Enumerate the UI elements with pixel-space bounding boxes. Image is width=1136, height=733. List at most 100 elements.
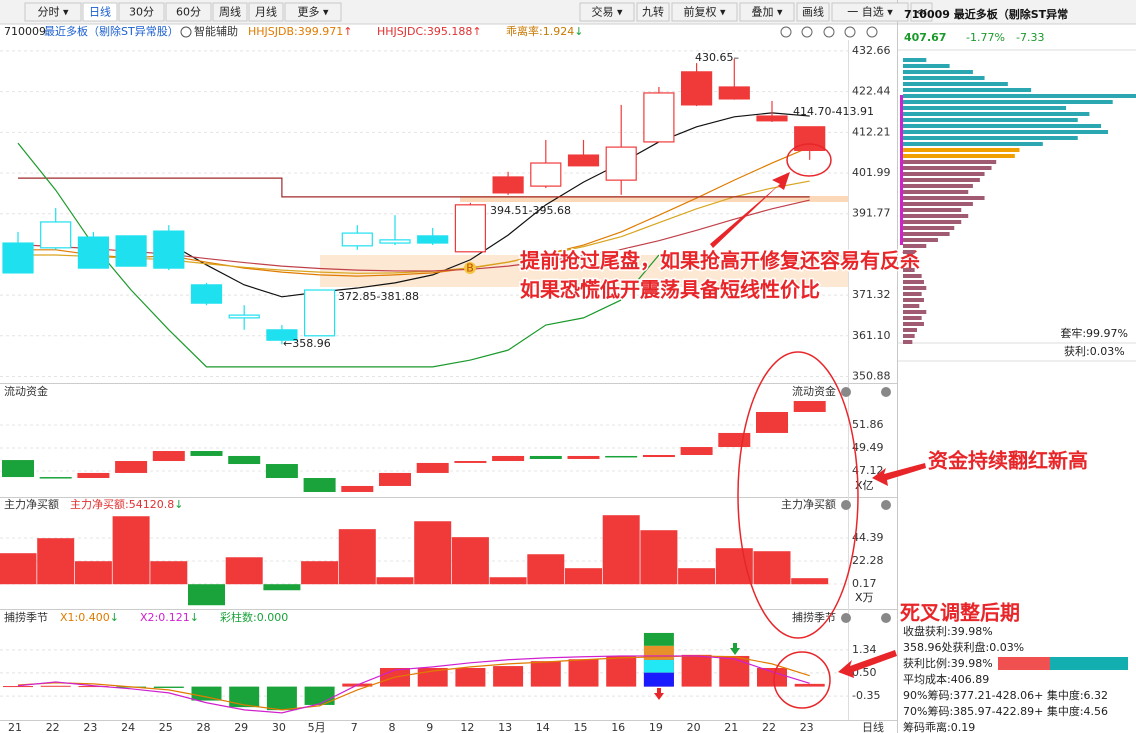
fund-bar — [341, 485, 374, 492]
unit-label: X亿 — [855, 479, 874, 492]
legend-entry: HHJSJDB:399.971↑ — [248, 25, 352, 38]
tab-label[interactable]: 更多 ▾ — [297, 5, 328, 19]
tool-label[interactable]: 叠加 ▾ — [751, 6, 782, 19]
window-icon[interactable] — [866, 26, 878, 38]
chip-bar — [903, 268, 915, 272]
chip-bar — [903, 280, 924, 284]
tool-label[interactable]: 画线 — [802, 5, 824, 19]
fund-bar — [152, 451, 185, 462]
season-bar — [606, 655, 637, 687]
hand-drawn — [737, 143, 859, 709]
legend-entry: X1:0.400↓ — [60, 611, 119, 624]
window-icon[interactable] — [823, 26, 835, 38]
chip-bar — [903, 82, 1008, 86]
side-title: 710009 最近多板（剔除ST异常 — [904, 7, 1068, 21]
chip-bar — [903, 70, 973, 74]
tool-button[interactable] — [796, 2, 830, 22]
fund-bar — [379, 472, 411, 486]
tab-label[interactable]: 30分 — [129, 6, 154, 19]
tab-label[interactable]: 月线 — [255, 5, 277, 19]
legend-entry: 乖离率:1.924↓ — [506, 24, 583, 38]
candle-body — [643, 92, 675, 143]
tab-button[interactable] — [24, 2, 82, 22]
net-buy-bar — [565, 568, 602, 585]
net-buy-bar — [602, 515, 640, 585]
chip-bar — [903, 334, 915, 338]
fund-bar — [605, 455, 638, 458]
panel-icon[interactable] — [841, 613, 851, 623]
tab-button[interactable] — [165, 2, 212, 22]
tool-label[interactable]: 一 自选 ▾ — [847, 6, 893, 19]
net-buy-bar — [678, 568, 716, 585]
tool-button[interactable] — [831, 2, 909, 22]
x-tick-label: 19 — [649, 721, 663, 733]
chip-bar — [903, 118, 1078, 122]
x-tick-label: 21 — [724, 721, 738, 733]
tool-label[interactable]: ≪ — [916, 6, 928, 19]
side-change-pct: -1.77% — [966, 31, 1005, 44]
window-icon[interactable] — [844, 26, 856, 38]
chip-bar — [903, 274, 922, 278]
net-buy-bar — [414, 521, 452, 585]
tool-button[interactable] — [739, 2, 795, 22]
chip-bar — [903, 160, 997, 164]
y-tick-label: 22.28 — [852, 554, 884, 567]
unit-label: X万 — [855, 591, 874, 604]
fund-bar — [228, 455, 261, 465]
tool-label[interactable]: 九转 — [642, 5, 664, 19]
legend-arrow: ↑ — [343, 25, 352, 38]
side-change: -7.33 — [1016, 31, 1044, 44]
tab-label[interactable]: 60分 — [176, 6, 201, 19]
season-bar — [681, 654, 712, 687]
tab-button[interactable] — [82, 2, 118, 22]
net-buy-bar — [715, 548, 753, 585]
x-tick-label: 30 — [272, 721, 286, 733]
panel-icon[interactable] — [841, 387, 851, 397]
tab-button[interactable] — [248, 2, 284, 22]
net-buy-bar — [37, 538, 75, 585]
candle-body — [680, 71, 713, 106]
season-bar — [229, 686, 260, 708]
price-label: 394.51-395.68 — [490, 204, 571, 217]
panel-icon[interactable] — [881, 387, 891, 397]
fund-bar — [718, 432, 751, 448]
period-label: 日线 — [862, 720, 884, 733]
legend-text: X1:0.400 — [60, 611, 110, 624]
stat: 90%筹码:377.21-428.06+ 集中度:6.32 — [903, 688, 1108, 702]
tab-label[interactable]: 周线 — [219, 5, 241, 19]
season-bar — [794, 683, 825, 687]
chip-bar — [903, 58, 927, 62]
panel-icon[interactable] — [881, 613, 891, 623]
y-tick-label: 361.10 — [852, 329, 891, 342]
indicator-line — [17, 199, 810, 272]
net-buy-bar — [527, 554, 565, 585]
chip-bar — [903, 190, 969, 194]
tab-label[interactable]: 日线 — [89, 5, 111, 19]
tab-button[interactable] — [212, 2, 248, 22]
tool-button[interactable] — [579, 2, 635, 22]
panel-icon[interactable] — [881, 500, 891, 510]
net-buy-bar — [112, 516, 150, 585]
x-tick-label: 13 — [498, 721, 512, 733]
candle-body — [492, 176, 524, 194]
x-tick-label: 23 — [800, 721, 814, 733]
candle-body — [341, 232, 373, 247]
tool-label[interactable]: 前复权 ▾ — [683, 5, 725, 19]
indicator-line — [18, 146, 810, 277]
window-icon[interactable] — [801, 26, 813, 38]
window-icon[interactable] — [780, 26, 792, 38]
price-label: 372.85-381.88 — [338, 290, 419, 303]
tab-button[interactable] — [284, 2, 342, 22]
indicator-line — [18, 177, 810, 198]
tool-button[interactable] — [910, 2, 933, 22]
chip-bar — [903, 64, 950, 68]
tab-button[interactable] — [118, 2, 165, 22]
tool-label[interactable]: 交易 ▾ — [591, 5, 622, 19]
price-label: ←358.96 — [283, 337, 331, 350]
season-bar — [304, 686, 335, 705]
net-buy-bar — [753, 551, 791, 585]
tool-button[interactable] — [671, 2, 738, 22]
tab-label[interactable]: 分时 ▾ — [37, 6, 68, 19]
tool-button[interactable] — [636, 2, 670, 22]
panel-icon[interactable] — [841, 500, 851, 510]
